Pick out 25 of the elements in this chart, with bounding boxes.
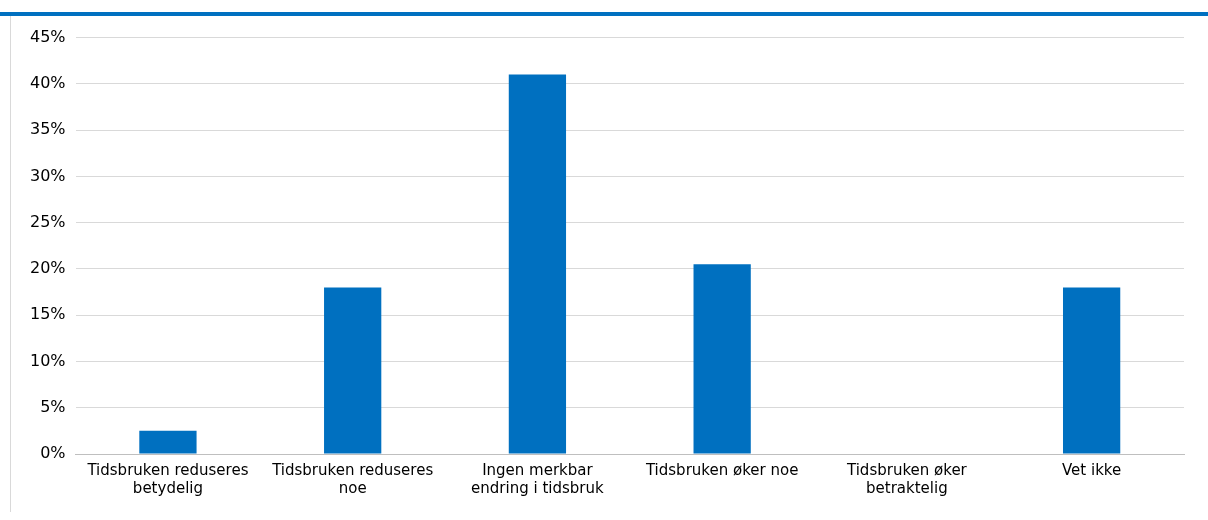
category-label: Tidsbruken øker	[847, 460, 967, 479]
bar	[324, 287, 382, 454]
category-label: betydelig	[132, 478, 203, 497]
y-tick-label: 0%	[40, 443, 66, 463]
y-tick-label: 45%	[30, 26, 66, 46]
category-label: Ingen merkbar	[482, 460, 593, 479]
bar	[139, 430, 197, 454]
y-tick-label: 35%	[30, 119, 66, 139]
y-tick-label: 40%	[30, 73, 66, 93]
y-tick-label: 10%	[30, 350, 66, 370]
category-label: betraktelig	[866, 478, 948, 497]
category-label: Tidsbruken reduseres	[272, 460, 434, 479]
y-tick-label: 25%	[30, 211, 66, 231]
y-tick-label: 20%	[30, 258, 66, 278]
y-tick-label: 5%	[40, 396, 66, 416]
bar	[1063, 287, 1121, 454]
category-label: Tidsbruken øker noe	[645, 460, 799, 479]
bar	[508, 74, 567, 454]
y-tick-label: 30%	[30, 165, 66, 185]
bar	[693, 264, 751, 454]
category-label: Tidsbruken reduseres	[87, 460, 249, 479]
category-label: Vet ikke	[1062, 460, 1122, 479]
y-tick-label: 15%	[30, 304, 66, 324]
category-label: noe	[338, 478, 367, 497]
category-label: endring i tidsbruk	[471, 478, 604, 497]
